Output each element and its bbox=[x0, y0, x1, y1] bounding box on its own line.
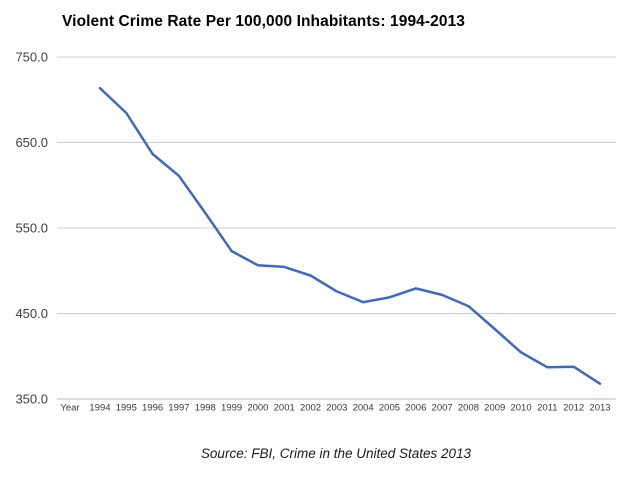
x-tick-label: 1997 bbox=[168, 403, 189, 414]
x-tick-label: 1995 bbox=[116, 403, 137, 414]
x-tick-label: 2010 bbox=[510, 403, 531, 414]
x-tick-label: 2009 bbox=[484, 403, 505, 414]
x-tick-label: 2004 bbox=[353, 403, 374, 414]
x-tick-label: 2006 bbox=[405, 403, 426, 414]
x-tick-label: 2001 bbox=[274, 403, 295, 414]
x-tick-label: 1999 bbox=[221, 403, 242, 414]
y-tick-label: 550.0 bbox=[15, 221, 48, 236]
chart-title: Violent Crime Rate Per 100,000 Inhabitan… bbox=[62, 13, 466, 30]
x-tick-label: 2008 bbox=[458, 403, 479, 414]
x-tick-label: 2013 bbox=[589, 403, 610, 414]
source-caption: Source: FBI, Crime in the United States … bbox=[200, 446, 472, 461]
series-line bbox=[98, 86, 602, 385]
x-tick-label: 2002 bbox=[300, 403, 321, 414]
x-tick-label: 2007 bbox=[432, 403, 453, 414]
x-tick-label: 2003 bbox=[326, 403, 347, 414]
x-axis-title: Year bbox=[60, 403, 79, 414]
x-tick-label: 2011 bbox=[537, 403, 557, 414]
x-tick-label: 1998 bbox=[195, 403, 216, 414]
y-tick-label: 750.0 bbox=[15, 50, 48, 65]
x-tick-label: 2012 bbox=[563, 403, 584, 414]
y-tick-label: 350.0 bbox=[15, 392, 48, 407]
x-tick-label: 1994 bbox=[89, 403, 110, 414]
x-tick-label: 2005 bbox=[379, 403, 400, 414]
x-tick-label: 1996 bbox=[142, 403, 163, 414]
y-tick-label: 450.0 bbox=[15, 306, 48, 321]
y-tick-label: 650.0 bbox=[15, 135, 48, 150]
x-tick-label: 2000 bbox=[247, 403, 268, 414]
